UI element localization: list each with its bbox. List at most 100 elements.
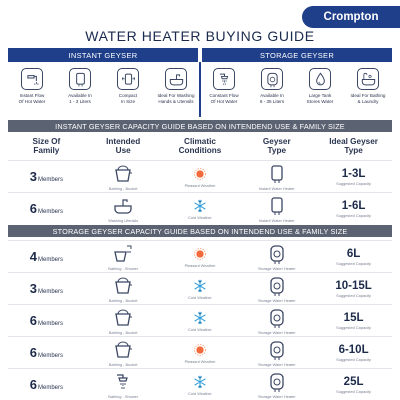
family-size-label: Members [38,177,64,183]
intended-use-cell: Bathing - Bucket [85,339,162,367]
intended-use-label: Bathing - Shower [108,393,139,399]
snowflake-icon [192,310,208,326]
capacity-value: 1-6L [341,199,366,212]
table-row: 3 Members Bathing - Bucket Pleasant Weather… [8,160,392,192]
sun-icon [192,342,208,358]
sink-icon [168,71,185,88]
storage-geyser-icon [266,275,288,297]
family-size-label: Members [38,257,64,263]
feature-item: Large Tank Stores Water [296,68,344,116]
column-header-intended-use: Intended Use [106,136,141,156]
tap-flow-icon [24,71,41,88]
instant-geyser-icon [266,195,288,217]
family-size-label: Members [38,353,64,359]
capacity-value: 15L [343,311,364,324]
bucket-icon [112,339,134,361]
storage-geyser-icon [264,71,281,88]
feature-item: Compact In Size [104,68,152,116]
geyser-type-label: Storage Water Heater [257,265,296,271]
column-header-geyser-type: Geyser Type [262,136,291,156]
column-header-family-size: Size Of Family [32,136,61,156]
feature-item: Available In 6 - 35 Liters [248,68,296,116]
geyser-type-label: Storage Water Heater [257,393,296,399]
geyser-type-label: Storage Water Heater [257,361,296,367]
table-row: 4 Members Bathing - Shower Pleasant Weather… [8,240,392,272]
intended-use-cell: Bathing - Bucket [85,163,162,191]
family-size-cell: 6 Members [8,345,85,360]
geyser-type-cell: Storage Water Heater [238,339,315,367]
instant-geyser-icon [72,71,89,88]
feature-icon-box [309,68,331,90]
family-size-label: Members [38,289,64,295]
feature-label: Constant Flow Of Hot Water [209,93,239,104]
climate-label: Cold Weather [188,326,212,332]
feature-icon-box [117,68,139,90]
feature-item: Available In 1 - 3 Liters [56,68,104,116]
intended-use-cell: Bathing - Bucket [85,275,162,303]
feature-label: Ideal For Bathing & Laundry [350,93,386,104]
climate-cell: Pleasant Weather [162,246,239,268]
category-headers: INSTANT GEYSER STORAGE GEYSER [8,48,392,62]
climate-label: Pleasant Weather [184,358,216,364]
sun-icon [192,246,208,262]
family-size-number: 3 [29,169,37,184]
feature-label: Ideal For Washing Hands & Utensils [157,93,195,104]
storage-geyser-icon [266,243,288,265]
brand-logo: Crompton [302,6,400,28]
climate-cell: Cold Weather [162,310,239,332]
capacity-value: 6L [346,247,361,260]
family-size-cell: 6 Members [8,201,85,216]
intended-use-label: Bathing - Bucket [108,185,138,191]
capacity-value: 10-15L [335,279,372,292]
capacity-label: Suggested Capacity [336,260,371,266]
family-size-number: 6 [29,377,37,392]
family-size-cell: 6 Members [8,313,85,328]
feature-label: Compact In Size [118,93,138,104]
family-size-cell: 3 Members [8,281,85,296]
feature-item: Constant Flow Of Hot Water [200,68,248,116]
climate-cell: Cold Weather [162,198,239,220]
capacity-cell: 25L Suggested Capacity [315,376,392,394]
snowflake-icon [192,198,208,214]
geyser-type-cell: Storage Water Heater [238,371,315,399]
sun-icon [192,166,208,182]
capacity-value: 25L [343,375,364,388]
feature-icon-box [165,68,187,90]
category-divider [199,62,201,117]
feature-label: Instant Flow Of Hot Water [18,93,46,104]
family-size-cell: 4 Members [8,249,85,264]
geyser-type-label: Instant Water Heater [258,217,295,223]
geyser-type-label: Storage Water Heater [257,297,296,303]
feature-strip: Instant Flow Of Hot Water Available In 1 … [8,68,392,116]
sink-icon [112,195,134,217]
intended-use-cell: Washing Utensils [85,195,162,223]
shower-icon [112,371,134,393]
table-row: 3 Members Bathing - Bucket Cold Weather Stor… [8,272,392,304]
family-size-cell: 6 Members [8,377,85,392]
family-size-label: Members [38,209,64,215]
storage-guide-title: STORAGE GEYSER CAPACITY GUIDE BASED ON I… [8,225,392,237]
geyser-type-cell: Storage Water Heater [238,275,315,303]
column-headers: Size Of Family Intended Use Climatic Con… [8,133,392,159]
family-size-label: Members [38,321,64,327]
intended-use-label: Bathing - Bucket [108,329,138,335]
capacity-label: Suggested Capacity [336,180,371,186]
capacity-cell: 6-10L Suggested Capacity [315,344,392,362]
capacity-label: Suggested Capacity [336,388,371,394]
intended-use-label: Bathing - Shower [108,265,139,271]
family-size-number: 6 [29,201,37,216]
storage-geyser-icon [266,371,288,393]
feature-label: Available In 6 - 35 Liters [259,93,285,104]
column-header-climatic-conditions: Climatic Conditions [178,136,222,156]
instant-guide-title: INSTANT GEYSER CAPACITY GUIDE BASED ON I… [8,120,392,132]
bucket-shower-icon [112,243,134,265]
intended-use-label: Bathing - Bucket [108,361,138,367]
capacity-value: 1-3L [341,167,366,180]
feature-label: Available In 1 - 3 Liters [68,93,92,104]
capacity-label: Suggested Capacity [336,356,371,362]
capacity-label: Suggested Capacity [336,212,371,218]
capacity-value: 6-10L [338,343,369,356]
climate-cell: Pleasant Weather [162,342,239,364]
capacity-cell: 10-15L Suggested Capacity [315,280,392,298]
climate-cell: Pleasant Weather [162,166,239,188]
